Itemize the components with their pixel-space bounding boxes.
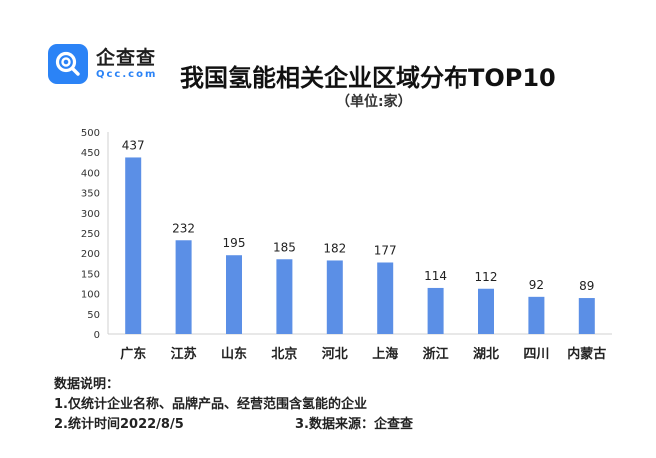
bar bbox=[175, 240, 192, 334]
y-tick-label: 50 bbox=[87, 310, 100, 321]
y-tick-label: 0 bbox=[94, 330, 100, 341]
notes-line-3: 3.数据来源：企查查 bbox=[295, 417, 413, 432]
bar bbox=[427, 287, 444, 334]
chart-subtitle: （单位:家） bbox=[336, 94, 412, 110]
bar bbox=[276, 259, 293, 334]
x-category-label: 河北 bbox=[322, 346, 348, 362]
bar bbox=[528, 296, 545, 334]
y-tick-label: 350 bbox=[81, 189, 100, 200]
bar-value-label: 195 bbox=[223, 236, 246, 250]
x-category-label: 山东 bbox=[221, 346, 247, 362]
x-category-label: 上海 bbox=[372, 346, 398, 362]
y-tick-label: 200 bbox=[81, 249, 100, 260]
y-tick-label: 500 bbox=[81, 128, 100, 139]
bar bbox=[377, 262, 394, 334]
bar bbox=[326, 260, 343, 334]
bar bbox=[478, 288, 494, 334]
bar-value-label: 177 bbox=[374, 243, 397, 257]
brand-name: 企查查 bbox=[96, 46, 157, 69]
bar bbox=[226, 255, 242, 334]
bar-value-label: 89 bbox=[579, 279, 594, 293]
data-notes: 数据说明： 1.仅统计企业名称、品牌产品、经营范围含氢能的企业 2.统计时间20… bbox=[54, 375, 413, 435]
x-category-label: 浙江 bbox=[423, 346, 449, 362]
x-category-label: 内蒙古 bbox=[567, 346, 606, 362]
y-tick-label: 250 bbox=[81, 229, 100, 240]
bar bbox=[578, 298, 595, 334]
bar-value-label: 437 bbox=[122, 138, 145, 152]
bar-chart: 0 50 100 150 200 250 300 350 400 450 500 437 广东 232 江苏… bbox=[81, 128, 612, 362]
notes-line-1: 1.仅统计企业名称、品牌产品、经营范围含氢能的企业 bbox=[54, 397, 367, 412]
y-tick-label: 450 bbox=[81, 148, 100, 159]
bar-value-label: 185 bbox=[273, 240, 296, 254]
x-category-label: 四川 bbox=[523, 347, 549, 362]
chart-title: 我国氢能相关企业区域分布TOP10 bbox=[180, 64, 556, 92]
bar bbox=[125, 157, 142, 334]
y-tick-label: 400 bbox=[81, 168, 100, 179]
x-category-label: 湖北 bbox=[473, 347, 499, 362]
brand-logo: 企查查 Qcc.com bbox=[48, 44, 157, 84]
bar-value-label: 112 bbox=[475, 270, 498, 284]
qcc-logo-icon bbox=[48, 44, 88, 84]
bar-value-label: 92 bbox=[529, 278, 544, 292]
bar-value-label: 114 bbox=[424, 269, 447, 283]
bar-value-label: 182 bbox=[323, 241, 346, 255]
x-category-label: 北京 bbox=[271, 346, 297, 362]
bar-value-label: 232 bbox=[172, 221, 195, 235]
y-tick-label: 100 bbox=[81, 290, 100, 301]
y-tick-label: 300 bbox=[81, 209, 100, 220]
brand-domain: Qcc.com bbox=[96, 68, 158, 80]
y-tick-label: 150 bbox=[81, 269, 100, 280]
x-category-label: 江苏 bbox=[171, 346, 197, 362]
notes-heading: 数据说明： bbox=[54, 377, 120, 392]
x-category-label: 广东 bbox=[120, 346, 146, 362]
notes-line-2: 2.统计时间2022/8/5 bbox=[54, 417, 184, 432]
